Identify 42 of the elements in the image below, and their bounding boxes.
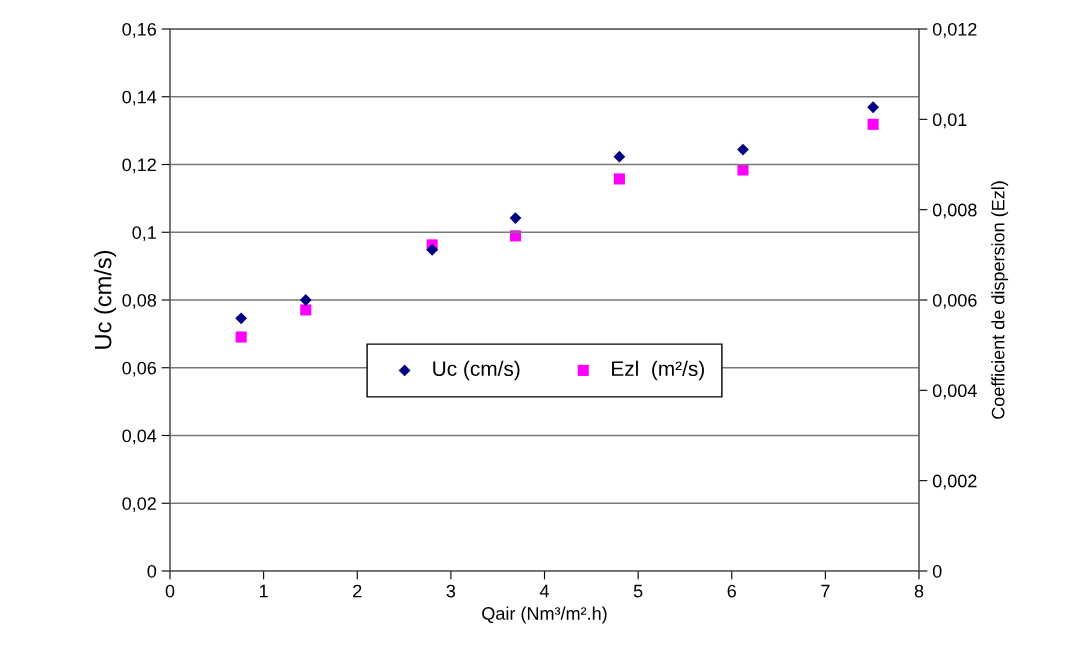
x-axis-title: Qair (Nm³/m².h) [482,606,607,624]
y2-tick-label: 0,004 [932,384,977,400]
legend-label: Ezl (m²/s) [612,360,704,381]
point [300,304,312,316]
y-tick-label: 0,02 [122,497,156,513]
x-tick-label: 6 [727,584,736,598]
y-axis-title: Uc (cm/s) [94,250,117,349]
y2-tick-label: 0,012 [932,22,977,38]
y-tick-label: 0,14 [122,90,157,106]
point [613,173,625,185]
x-tick-label: 3 [446,584,456,598]
y2-axis-title: Coefficient de dispersion (Ezl) [991,181,1009,419]
point [509,212,522,224]
legend-label: Uc (cm/s) [433,360,520,381]
point [867,101,880,114]
x-tick-label: 0 [165,584,175,598]
x-tick-label: 7 [821,584,830,598]
x-tick-label: 4 [539,584,549,598]
y2-tick-label: 0,006 [932,293,977,309]
y2-tick-label: 0,002 [932,474,977,490]
y-tick-label: 0,16 [122,22,157,38]
x-tick-label: 1 [259,584,268,598]
x-tick-label: 2 [353,584,362,598]
y-tick-label: 0,08 [122,293,157,309]
point [867,118,879,130]
x-tick-label: 5 [633,584,643,598]
y2-tick-label: 0,008 [932,203,977,219]
y-tick-label: 0,1 [132,226,156,242]
point [737,143,749,156]
point [235,312,248,325]
point [737,164,749,176]
point [426,243,439,256]
y2-tick-label: 0 [932,564,942,578]
y-tick-label: 0,04 [122,429,157,445]
x-tick-label: 8 [914,584,924,598]
y-tick-label: 0,06 [122,361,157,377]
point [613,150,626,163]
y-tick-label: 0,12 [122,158,156,174]
point [235,331,247,343]
y-tick-label: 0 [147,564,157,578]
y2-tick-label: 0,01 [932,113,967,129]
point [299,294,312,306]
